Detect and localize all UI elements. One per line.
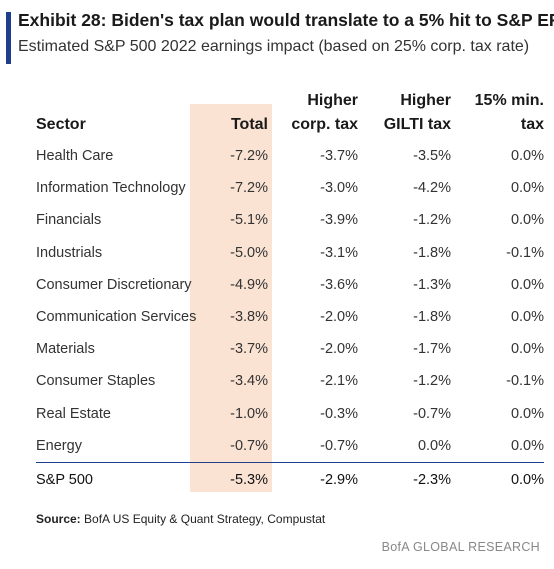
total-row: S&P 500 -5.3% -2.9% -2.3% 0.0% [36,461,544,497]
value-cell: 0.0% [510,180,544,197]
value-cell: -1.8% [413,309,451,326]
source-label: Source: [36,512,81,526]
value-cell: 0.0% [510,341,544,358]
value-cell: -3.6% [320,276,358,293]
value-cell: -1.2% [413,373,451,390]
value-cell: -2.0% [320,341,358,358]
column-header-line2: tax [520,116,544,133]
table-row: Industrials -5.0% -3.1% -1.8% -0.1% [36,237,544,269]
sector-cell: Materials [36,341,95,358]
table-row: Health Care -7.2% -3.7% -3.5% 0.0% [36,140,544,172]
value-cell: -3.8% [230,309,268,326]
table-row: Information Technology -7.2% -3.0% -4.2% 0.0… [36,172,544,204]
table-row: Consumer Staples -3.4% -2.1% -1.2% -0.1% [36,365,544,397]
value-cell: 0.0% [510,276,544,293]
value-cell: 0.0% [510,309,544,326]
column-header-line1: Higher [400,92,451,109]
value-cell: -1.2% [413,212,451,229]
sector-cell: Consumer Staples [36,373,156,390]
table-row: Communication Services -3.8% -2.0% -1.8% 0.0… [36,301,544,333]
sector-cell: Energy [36,437,82,454]
column-header-2: Higher corp. tax [268,80,358,140]
sector-cell: S&P 500 [36,461,224,497]
title-accent-bar [6,12,11,64]
source-text: BofA US Equity & Quant Strategy, Compust… [80,512,326,526]
value-cell: 0.0% [417,437,451,454]
value-cell: -4.9% [230,276,268,293]
value-cell: -1.0% [230,405,268,422]
value-cell: -0.7% [320,437,358,454]
sector-cell: Real Estate [36,405,111,422]
column-header-line1: 15% min. [474,92,544,109]
total-column-highlight [190,104,272,492]
value-cell: -0.1% [506,244,544,261]
table-body: Health Care -7.2% -3.7% -3.5% 0.0% Informatio… [36,140,544,497]
value-cell: -3.0% [320,180,358,197]
table-row: Energy -0.7% -0.7% 0.0% 0.0% [36,430,544,463]
source-note: Source: BofA US Equity & Quant Strategy,… [36,512,325,526]
sector-cell: Consumer Discretionary [36,276,192,293]
chart-subtitle: Estimated S&P 500 2022 earnings impact (… [18,38,530,55]
value-cell: 0.0% [510,437,544,454]
table-header-row: Sector Total Higher corp. tax Higher GILTI ta… [36,80,544,140]
earnings-impact-table: Sector Total Higher corp. tax Higher GILTI ta… [36,80,544,497]
column-header-line2: GILTI tax [383,116,451,133]
column-header-4: 15% min. tax [451,80,544,140]
column-header-3: Higher GILTI tax [358,80,451,140]
value-cell: -0.7% [413,405,451,422]
column-header-line2: Sector [36,116,86,133]
value-cell: -0.1% [506,373,544,390]
column-header-0: Sector [36,80,224,140]
value-cell: -2.1% [320,373,358,390]
table-row: Financials -5.1% -3.9% -1.2% 0.0% [36,204,544,236]
value-cell: -3.1% [320,244,358,261]
value-cell: -5.0% [230,244,268,261]
value-cell: 0.0% [451,461,544,497]
value-cell: -4.2% [413,180,451,197]
value-cell: -5.3% [224,461,268,497]
brand-label: BofA GLOBAL RESEARCH [381,540,540,554]
value-cell: -1.7% [413,341,451,358]
value-cell: -7.2% [230,148,268,165]
value-cell: -3.7% [230,341,268,358]
column-header-1: Total [224,80,268,140]
value-cell: -5.1% [230,212,268,229]
value-cell: -0.7% [230,437,268,454]
table-row: Real Estate -1.0% -0.3% -0.7% 0.0% [36,398,544,430]
column-header-line2: corp. tax [291,116,358,133]
column-header-line1: Higher [307,92,358,109]
value-cell: -3.9% [320,212,358,229]
value-cell: -2.0% [320,309,358,326]
value-cell: -1.3% [413,276,451,293]
value-cell: -3.4% [230,373,268,390]
sector-cell: Communication Services [36,309,197,326]
value-cell: 0.0% [510,148,544,165]
value-cell: 0.0% [510,405,544,422]
value-cell: -3.5% [413,148,451,165]
sector-cell: Financials [36,212,102,229]
column-header-line2: Total [230,116,268,133]
value-cell: -1.8% [413,244,451,261]
chart-title: Exhibit 28: Biden's tax plan would trans… [18,10,554,30]
sector-cell: Health Care [36,148,114,165]
value-cell: -2.9% [268,461,358,497]
sector-cell: Industrials [36,244,103,261]
table-row: Consumer Discretionary -4.9% -3.6% -1.3% 0.0… [36,269,544,301]
value-cell: -2.3% [358,461,451,497]
value-cell: -0.3% [320,405,358,422]
value-cell: -3.7% [320,148,358,165]
value-cell: -7.2% [230,180,268,197]
table-row: Materials -3.7% -2.0% -1.7% 0.0% [36,333,544,365]
value-cell: 0.0% [510,212,544,229]
sector-cell: Information Technology [36,180,186,197]
